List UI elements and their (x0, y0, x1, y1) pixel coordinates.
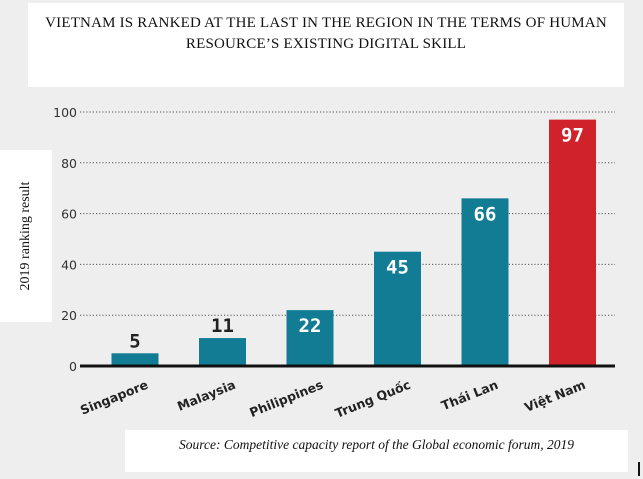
y-tick-label: 80 (61, 156, 77, 171)
bar (374, 251, 421, 366)
y-axis-label-panel (0, 150, 52, 322)
data-label: 5 (129, 330, 140, 352)
data-label: 45 (386, 257, 409, 279)
x-tick-label: Malaysia (175, 377, 238, 414)
data-label: 11 (211, 315, 234, 337)
bar (549, 119, 596, 367)
chart-title: VIETNAM IS RANKED AT THE LAST IN THE REG… (45, 15, 607, 52)
source-note: Source: Competitive capacity report of t… (179, 437, 574, 452)
y-tick-label: 40 (61, 257, 77, 272)
data-label: 66 (474, 203, 497, 225)
bar (199, 338, 246, 366)
y-tick-label: 20 (61, 308, 77, 323)
x-tick-label: Trung Quốc (333, 377, 413, 421)
x-tick-label: Việt Nam (522, 377, 587, 415)
data-label: 22 (299, 315, 322, 337)
bar (111, 353, 159, 366)
y-axis-label: 2019 ranking result (18, 181, 33, 291)
title-panel: VIETNAM IS RANKED AT THE LAST IN THE REG… (28, 3, 624, 87)
bar (286, 310, 334, 366)
y-tick-label: 100 (53, 105, 77, 120)
x-tick-label: Singapore (78, 377, 150, 418)
y-tick-label: 60 (61, 207, 77, 222)
x-tick-label: Philippines (247, 377, 325, 420)
data-label: 97 (561, 125, 584, 147)
bar (461, 198, 509, 366)
x-tick-label: Thái Lan (439, 377, 500, 413)
edge-mark (638, 462, 640, 476)
source-panel: Source: Competitive capacity report of t… (125, 430, 628, 472)
y-tick-label: 0 (69, 359, 77, 374)
